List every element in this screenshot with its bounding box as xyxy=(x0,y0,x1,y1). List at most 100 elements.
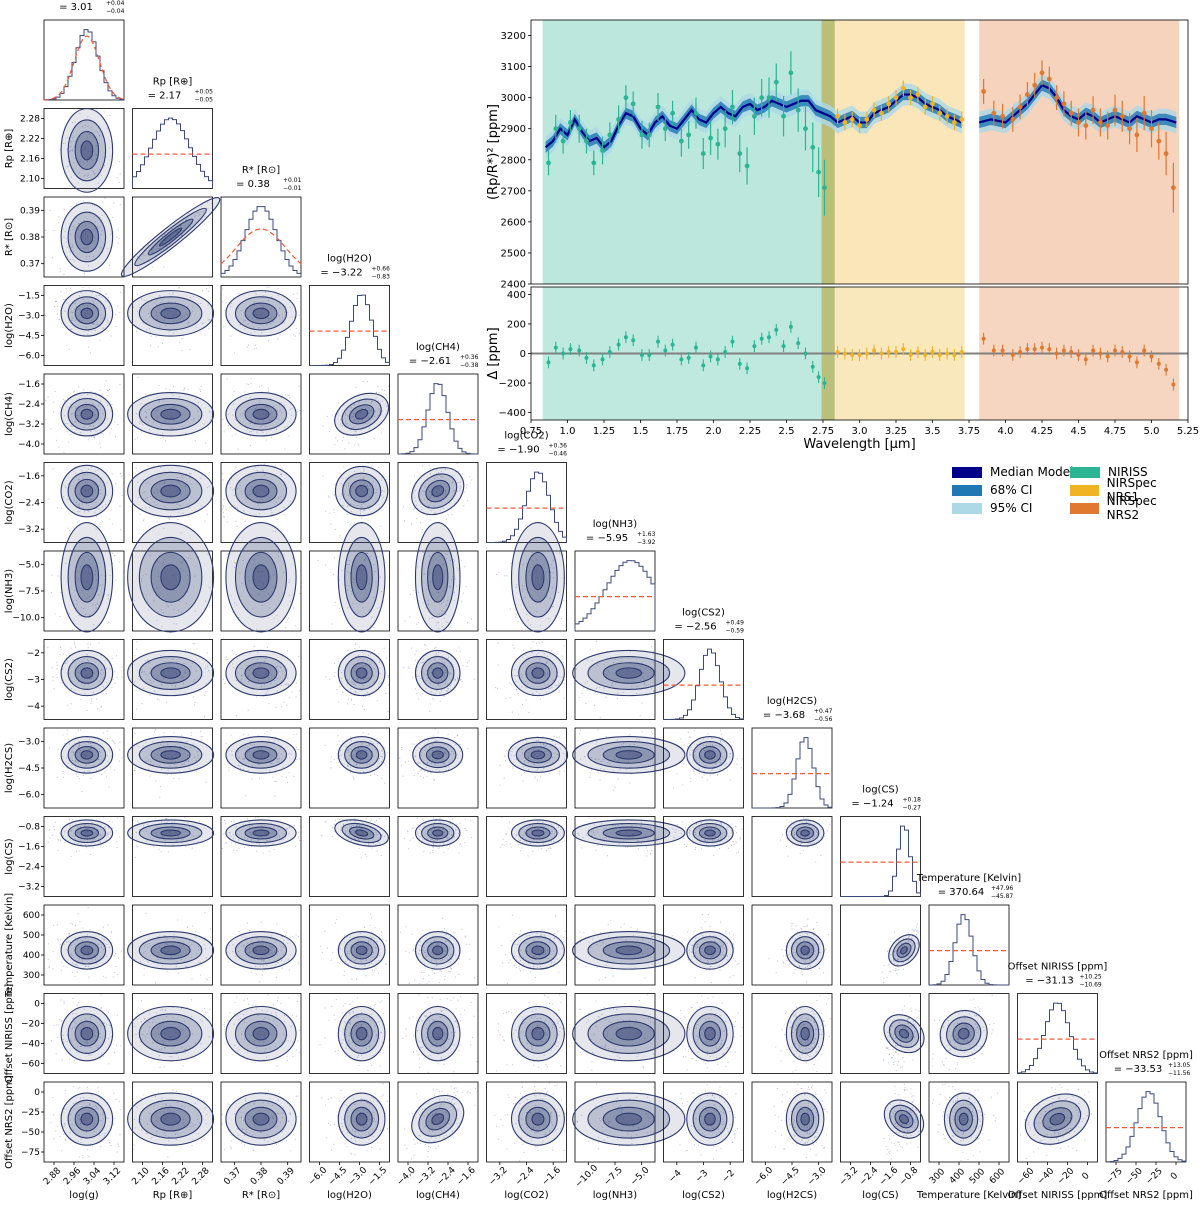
sample-point xyxy=(339,767,340,768)
sample-point xyxy=(606,736,607,737)
y-tick-label: −2.4 xyxy=(18,499,40,509)
sample-point xyxy=(93,847,94,848)
sample-point xyxy=(501,817,502,818)
sample-point xyxy=(59,309,60,310)
sample-point xyxy=(60,839,61,840)
sample-point xyxy=(680,738,681,739)
histogram-panel: log(NH3)= −5.95+1.63−3.92 xyxy=(575,519,656,631)
sample-point xyxy=(523,649,524,650)
sample-point xyxy=(143,519,144,520)
sample-point xyxy=(466,487,467,488)
sample-point xyxy=(109,265,110,266)
sample-point xyxy=(333,574,334,575)
sample-point xyxy=(414,654,415,655)
sample-point xyxy=(248,710,249,711)
sample-point xyxy=(462,762,463,763)
sample-point xyxy=(368,734,369,735)
sample-point xyxy=(404,520,405,521)
sample-point xyxy=(596,641,597,642)
sample-point xyxy=(167,818,168,819)
sample-point xyxy=(378,653,379,654)
sample-point xyxy=(290,329,291,330)
sample-point xyxy=(463,505,464,506)
sample-point xyxy=(549,773,550,774)
sample-point xyxy=(248,384,249,385)
histogram-title: log(CH4) xyxy=(416,342,460,353)
sample-point xyxy=(358,445,359,446)
sample-point xyxy=(138,822,139,823)
sample-point xyxy=(84,273,85,274)
sample-point xyxy=(410,594,411,595)
sample-point xyxy=(699,773,700,774)
sample-point xyxy=(235,466,236,467)
sample-point xyxy=(520,850,521,851)
sample-point xyxy=(116,841,117,842)
sample-point xyxy=(379,818,380,819)
sample-point xyxy=(387,711,388,712)
contour-level xyxy=(81,668,93,678)
sample-point xyxy=(369,695,370,696)
sample-point xyxy=(205,442,206,443)
sample-point xyxy=(59,319,60,320)
sample-point xyxy=(49,748,50,749)
sample-point xyxy=(194,704,195,705)
sample-point xyxy=(336,689,337,690)
sample-point xyxy=(401,747,402,748)
sample-point xyxy=(103,732,104,733)
sample-point xyxy=(179,778,180,779)
sample-point xyxy=(297,298,298,299)
sample-point xyxy=(710,775,711,776)
sample-point xyxy=(548,650,549,651)
sample-point xyxy=(579,733,580,734)
sample-point xyxy=(117,229,118,230)
sample-point xyxy=(62,773,63,774)
sample-point xyxy=(232,435,233,436)
sample-point xyxy=(325,821,326,822)
corner-panel xyxy=(573,640,685,720)
sample-point xyxy=(226,842,227,843)
sample-point xyxy=(64,209,65,210)
histogram-title: Rp [R⊕] xyxy=(153,77,193,88)
sample-point xyxy=(353,777,354,778)
sample-point xyxy=(514,609,515,610)
sample-point xyxy=(119,749,120,750)
sample-point xyxy=(114,683,115,684)
sample-point xyxy=(238,293,239,294)
corner-panel xyxy=(128,728,214,808)
sample-point xyxy=(371,819,372,820)
sample-point xyxy=(67,397,68,398)
sample-point xyxy=(45,257,46,258)
sample-point xyxy=(504,575,505,576)
sample-point xyxy=(207,652,208,653)
sample-point xyxy=(556,821,557,822)
sample-point xyxy=(683,757,684,758)
sample-point xyxy=(434,648,435,649)
sample-point xyxy=(430,703,431,704)
sample-point xyxy=(413,770,414,771)
contour-level xyxy=(433,830,443,836)
sample-point xyxy=(189,349,190,350)
sample-point xyxy=(275,465,276,466)
sample-point xyxy=(271,437,272,438)
sample-point xyxy=(100,340,101,341)
sample-point xyxy=(120,173,121,174)
sample-point xyxy=(95,392,96,393)
sample-point xyxy=(281,706,282,707)
sample-point xyxy=(228,425,229,426)
sample-point xyxy=(298,656,299,657)
sample-point xyxy=(76,773,77,774)
sample-point xyxy=(200,391,201,392)
sample-point xyxy=(223,326,224,327)
sample-point xyxy=(208,328,209,329)
sample-point xyxy=(432,698,433,699)
sample-point xyxy=(274,849,275,850)
sample-point xyxy=(329,678,330,679)
sample-point xyxy=(513,648,514,649)
sample-point xyxy=(266,286,267,287)
sample-point xyxy=(285,627,286,628)
sample-point xyxy=(433,699,434,700)
sample-point xyxy=(184,387,185,388)
sample-point xyxy=(297,409,298,410)
sample-point xyxy=(293,607,294,608)
sample-point xyxy=(264,464,265,465)
